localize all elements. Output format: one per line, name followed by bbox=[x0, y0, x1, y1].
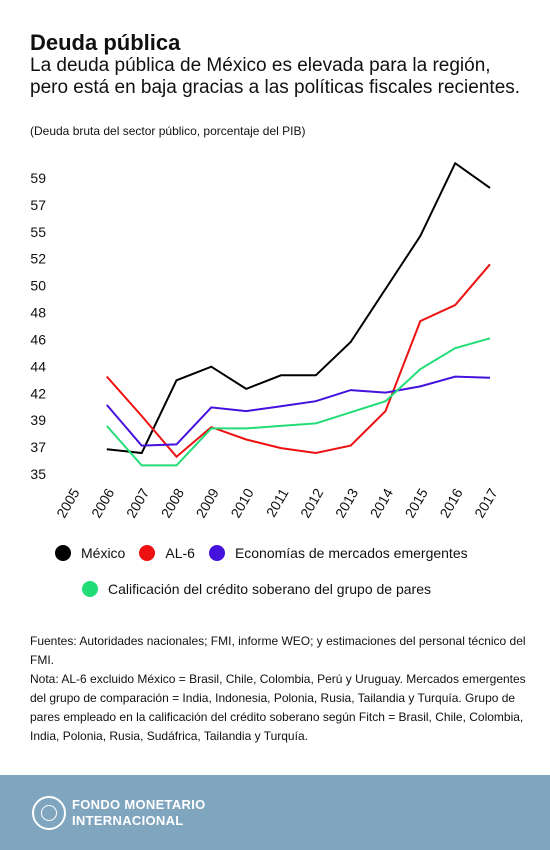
legend-item-emerging: Economías de mercados emergentes bbox=[208, 545, 468, 561]
y-tick-label: 55 bbox=[30, 224, 46, 240]
sources-note: Fuentes: Autoridades nacionales; FMI, in… bbox=[30, 632, 530, 746]
x-tick-label: 2009 bbox=[192, 485, 222, 520]
x-tick-label: 2014 bbox=[367, 485, 397, 520]
x-tick-label: 2011 bbox=[263, 485, 292, 519]
chart-title: Deuda pública bbox=[30, 30, 181, 55]
series-line-3 bbox=[106, 337, 491, 467]
footer-bar: FONDO MONETARIO INTERNACIONAL bbox=[0, 775, 550, 850]
series-lines bbox=[106, 161, 491, 467]
unit-note: (Deuda bruta del sector público, porcent… bbox=[30, 124, 306, 138]
org-name-line2: INTERNACIONAL bbox=[72, 813, 184, 828]
x-tick-label: 2006 bbox=[88, 485, 118, 520]
legend-row-1: México AL-6 Economías de mercados emerge… bbox=[55, 545, 482, 561]
x-tick-label: 2016 bbox=[436, 485, 466, 520]
y-tick-label: 57 bbox=[30, 197, 46, 213]
chart-subtitle: La deuda pública de México es elevada pa… bbox=[30, 55, 521, 98]
y-tick-label: 59 bbox=[30, 170, 46, 186]
x-tick-label: 2013 bbox=[332, 485, 362, 520]
y-tick-label: 35 bbox=[30, 466, 46, 482]
y-tick-label: 52 bbox=[30, 251, 46, 267]
y-tick-label: 42 bbox=[30, 385, 46, 401]
series-line-1 bbox=[106, 263, 491, 459]
y-tick-label: 48 bbox=[30, 305, 46, 321]
x-tick-label: 2007 bbox=[123, 485, 153, 520]
y-tick-label: 44 bbox=[30, 358, 46, 374]
legend-label-mexico: México bbox=[81, 545, 126, 561]
legend-swatch-al6 bbox=[139, 545, 156, 561]
x-tick-label: 2012 bbox=[297, 485, 327, 520]
y-tick-label: 46 bbox=[30, 331, 46, 347]
org-name-line1: FONDO MONETARIO bbox=[72, 797, 206, 812]
legend-label-emerging: Economías de mercados emergentes bbox=[234, 545, 468, 561]
legend-swatch-peers bbox=[82, 581, 98, 597]
y-axis: 35 37 39 42 44 46 48 50 52 55 57 59 bbox=[30, 170, 46, 482]
legend-row-2: Calificación del crédito soberano del gr… bbox=[82, 581, 445, 597]
legend-label-peers: Calificación del crédito soberano del gr… bbox=[108, 581, 431, 597]
imf-logo-text: FONDO MONETARIO INTERNACIONAL bbox=[72, 797, 206, 829]
y-tick-label: 37 bbox=[30, 439, 46, 455]
legend-swatch-emerging bbox=[208, 545, 225, 561]
y-tick-label: 50 bbox=[30, 278, 46, 294]
imf-seal-icon bbox=[32, 796, 66, 830]
legend-item-mexico: México bbox=[55, 545, 125, 561]
x-tick-label: 2017 bbox=[471, 485, 501, 520]
sources-text: Fuentes: Autoridades nacionales; FMI, in… bbox=[30, 634, 526, 667]
x-tick-label: 2010 bbox=[227, 485, 257, 520]
x-axis: 2005 2006 2007 2008 2009 2010 2011 2012 2013 2014… bbox=[53, 485, 501, 520]
x-tick-label: 2005 bbox=[53, 485, 83, 520]
legend-item-al6: AL-6 bbox=[139, 545, 195, 561]
y-tick-label: 39 bbox=[30, 412, 46, 428]
legend-item-peers: Calificación del crédito soberano del gr… bbox=[82, 581, 431, 597]
x-tick-label: 2015 bbox=[401, 485, 431, 520]
x-tick-label: 2008 bbox=[158, 485, 188, 520]
legend-label-al6: AL-6 bbox=[165, 545, 195, 561]
definitions-text: Nota: AL-6 excluido México = Brasil, Chi… bbox=[30, 672, 526, 743]
series-line-2 bbox=[106, 375, 491, 447]
legend-swatch-mexico bbox=[55, 545, 71, 561]
series-line-0 bbox=[106, 161, 491, 455]
